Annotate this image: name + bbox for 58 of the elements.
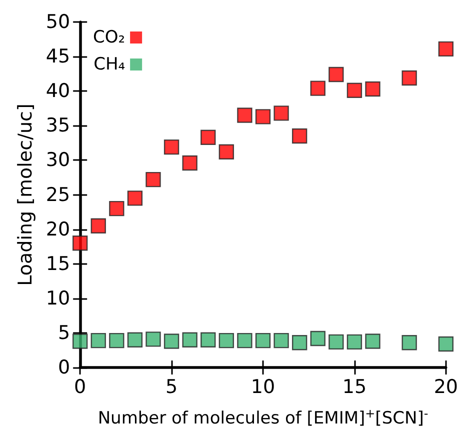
point (255, 109, 271, 124)
point (90, 332, 106, 348)
point (146, 172, 161, 188)
y-axis-title: Loading [molec/uc] (14, 104, 36, 286)
point (182, 332, 198, 348)
point (274, 332, 289, 348)
point (402, 70, 417, 86)
x-tick-label: 20 (434, 376, 458, 398)
y-tick-label: 35 (46, 114, 70, 137)
point (365, 334, 380, 349)
y-tick-label: 0 (58, 356, 70, 378)
point (164, 139, 180, 155)
point (146, 332, 161, 347)
y-tick-label: 40 (46, 80, 70, 102)
point (310, 80, 326, 96)
y-tick-label: 25 (46, 184, 70, 206)
point (255, 332, 271, 348)
point (328, 66, 344, 82)
point (72, 334, 88, 349)
y-tick-label: 20 (46, 218, 70, 240)
x-tick-label: 5 (165, 376, 178, 398)
point (127, 332, 143, 348)
point (200, 332, 216, 348)
legend-label: CO₂ (92, 28, 126, 48)
point (72, 236, 88, 251)
y-tick-label: 50 (46, 11, 70, 33)
point (218, 332, 234, 348)
point (200, 130, 216, 145)
y-tick-label: 45 (46, 46, 70, 68)
x-tick-label: 15 (342, 376, 367, 398)
x-tick-label: 10 (250, 376, 276, 398)
legend-label: CH₄ (94, 54, 126, 74)
y-tick-label: 10 (46, 287, 70, 310)
point (292, 128, 308, 144)
point (164, 334, 180, 349)
point (274, 106, 289, 121)
point (310, 330, 326, 346)
point (438, 41, 454, 57)
point (90, 218, 106, 234)
point (438, 336, 454, 352)
point (365, 81, 380, 97)
y-tick-label: 15 (46, 252, 70, 275)
point (402, 335, 417, 350)
point (109, 332, 124, 348)
x-axis-title: Number of molecules of [EMIM]+[SCN]- (98, 406, 428, 428)
y-tick-label: 30 (46, 149, 70, 172)
x-tick-label: 0 (74, 376, 86, 398)
point (237, 108, 252, 123)
point (237, 332, 252, 348)
point (292, 335, 308, 350)
point (346, 334, 362, 350)
point (346, 82, 362, 98)
y-tick-label: 5 (58, 322, 70, 344)
point (218, 144, 234, 160)
point (127, 190, 143, 206)
point (328, 334, 344, 350)
point (182, 155, 198, 171)
point (109, 200, 124, 216)
